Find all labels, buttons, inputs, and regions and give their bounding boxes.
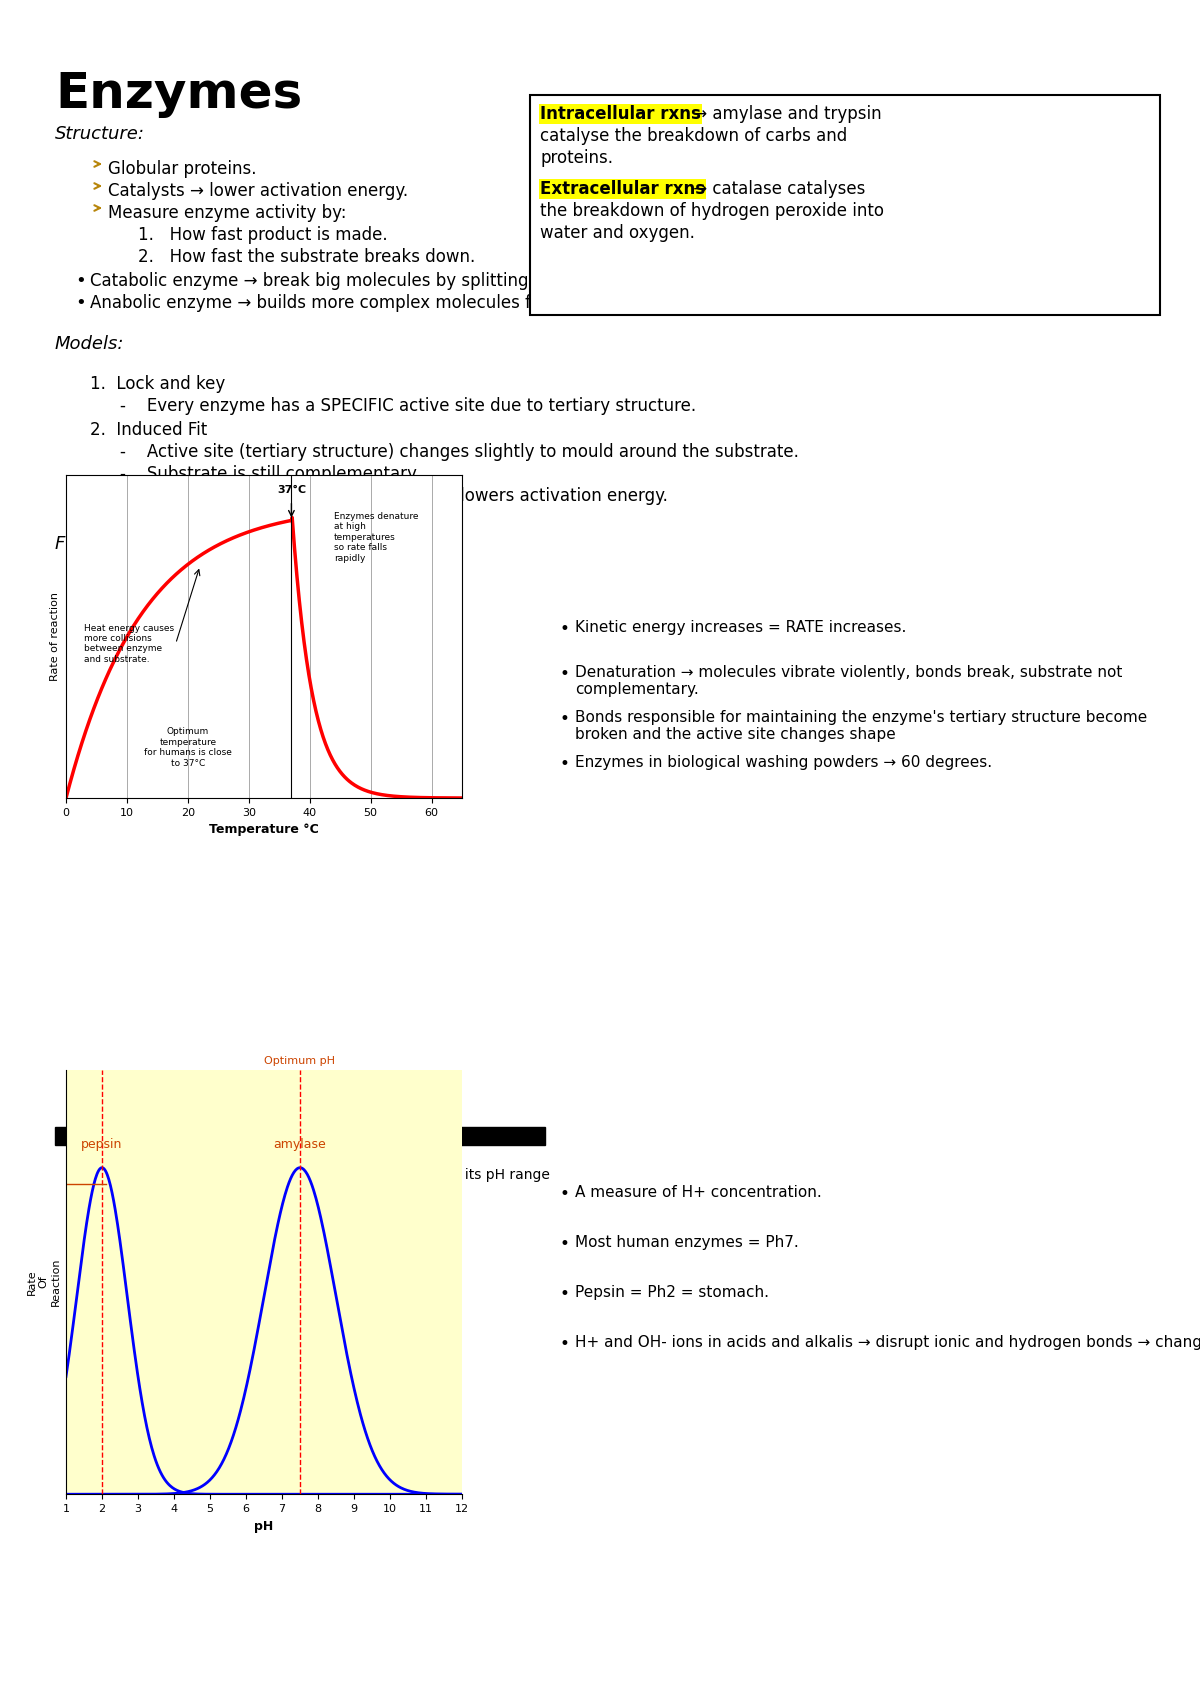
Text: Structure:: Structure: (55, 126, 145, 143)
Text: the enzyme is denatured.: the enzyme is denatured. (80, 1185, 258, 1199)
Text: Pepsin = Ph2 = stomach.: Pepsin = Ph2 = stomach. (575, 1285, 769, 1301)
Y-axis label: Rate
Of
Reaction: Rate Of Reaction (28, 1258, 60, 1306)
Text: Enzymes in biological washing powders → 60 degrees.: Enzymes in biological washing powders → … (575, 756, 992, 769)
Text: •: • (74, 294, 85, 312)
Text: pepsin: pepsin (82, 1138, 122, 1151)
Text: Most human enzymes = Ph7.: Most human enzymes = Ph7. (575, 1234, 799, 1250)
Text: catalyse the breakdown of carbs and: catalyse the breakdown of carbs and (540, 127, 847, 144)
Bar (55, 1127, 545, 1144)
Text: -    Every enzyme has a SPECIFIC active site due to tertiary structure.: - Every enzyme has a SPECIFIC active sit… (120, 397, 696, 414)
Text: 2.  Induced Fit: 2. Induced Fit (90, 421, 208, 440)
Text: water and oxygen.: water and oxygen. (540, 224, 695, 243)
Text: 1.   Temperature: 1. Temperature (90, 581, 227, 598)
Text: •: • (560, 710, 570, 728)
Text: Enzymes denature
at high
temperatures
so rate falls
rapidly: Enzymes denature at high temperatures so… (334, 511, 419, 562)
Text: Enzymes: Enzymes (55, 70, 302, 117)
Text: amylase: amylase (274, 1138, 326, 1151)
Text: •: • (560, 1234, 570, 1253)
Text: Denaturation → molecules vibrate violently, bonds break, substrate not complemen: Denaturation → molecules vibrate violent… (575, 666, 1122, 698)
Text: Measure enzyme activity by:: Measure enzyme activity by: (108, 204, 347, 222)
Text: Catalysts → lower activation energy.: Catalysts → lower activation energy. (108, 182, 408, 200)
X-axis label: Temperature °C: Temperature °C (209, 824, 319, 837)
Text: Catabolic enzyme → break big molecules by splitting.: Catabolic enzyme → break big molecules b… (90, 272, 534, 290)
Text: •: • (560, 666, 570, 683)
X-axis label: pH: pH (254, 1520, 274, 1533)
Text: • Enzymes prefer to work at an optimum pH. Outside of its pH range: • Enzymes prefer to work at an optimum p… (72, 1168, 550, 1182)
Text: proteins.: proteins. (540, 149, 613, 166)
Text: 1.   How fast product is made.: 1. How fast product is made. (138, 226, 388, 245)
Text: 2.  pH: 2. pH (90, 1116, 139, 1133)
Text: •: • (560, 1335, 570, 1353)
Text: → catalase catalyses: → catalase catalyses (688, 180, 865, 199)
Text: Kinetic energy increases = RATE increases.: Kinetic energy increases = RATE increase… (575, 620, 906, 635)
Text: Globular proteins.: Globular proteins. (108, 160, 257, 178)
Text: Extracellular rxns: Extracellular rxns (540, 180, 706, 199)
Text: Models:: Models: (55, 335, 125, 353)
Text: 1.  Lock and key: 1. Lock and key (90, 375, 226, 392)
Text: A measure of H+ concentration.: A measure of H+ concentration. (575, 1185, 822, 1200)
Text: Heat energy causes
more collisions
between enzyme
and substrate.: Heat energy causes more collisions betwe… (84, 623, 174, 664)
Text: Factors that affect enzyme activity:: Factors that affect enzyme activity: (55, 535, 376, 554)
Text: the breakdown of hydrogen peroxide into: the breakdown of hydrogen peroxide into (540, 202, 884, 221)
Text: •: • (560, 1285, 570, 1302)
FancyBboxPatch shape (530, 95, 1160, 316)
Text: •: • (74, 272, 85, 290)
Text: Optimum pH: Optimum pH (264, 1056, 335, 1066)
Y-axis label: Rate of reaction: Rate of reaction (50, 593, 60, 681)
Text: Optimum
temperature
for humans is close
to 37°C: Optimum temperature for humans is close … (144, 727, 232, 767)
Text: Intracellular rxns: Intracellular rxns (540, 105, 701, 122)
Text: -    Active site (tertiary structure) changes slightly to mould around the subst: - Active site (tertiary structure) chang… (120, 443, 799, 460)
Text: Anabolic enzyme → builds more complex molecules from small ones.: Anabolic enzyme → builds more complex mo… (90, 294, 664, 312)
Text: •: • (560, 1185, 570, 1202)
Text: •: • (560, 620, 570, 638)
Text: → amylase and trypsin: → amylase and trypsin (688, 105, 882, 122)
Text: 37°C: 37°C (277, 486, 306, 496)
Text: -    Exerting pressure → distorts bonds → lowers activation energy.: - Exerting pressure → distorts bonds → l… (120, 487, 668, 504)
Text: 2.   How fast the substrate breaks down.: 2. How fast the substrate breaks down. (138, 248, 475, 267)
Text: •: • (560, 756, 570, 773)
Text: -    Substrate is still complementary.: - Substrate is still complementary. (120, 465, 420, 482)
Text: H+ and OH- ions in acids and alkalis → disrupt ionic and hydrogen bonds → change: H+ and OH- ions in acids and alkalis → d… (575, 1335, 1200, 1350)
Text: Bonds responsible for maintaining the enzyme's tertiary structure become broken : Bonds responsible for maintaining the en… (575, 710, 1147, 742)
